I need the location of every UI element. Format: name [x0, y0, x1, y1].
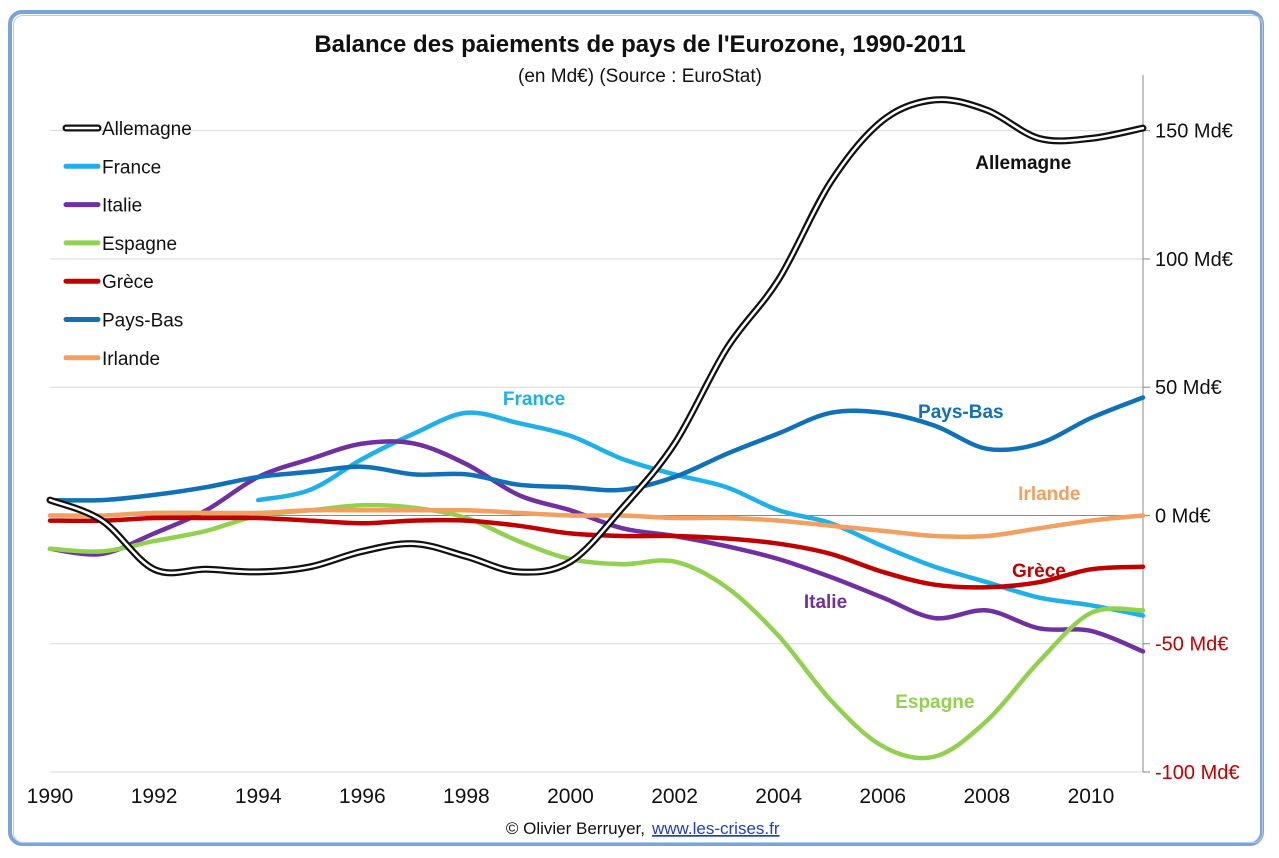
x-tick-label-2002: 2002 — [651, 785, 698, 808]
y-tick-label-1: 100 Md€ — [1155, 249, 1233, 271]
legend: Allemagne France Italie Espagne Grèce Pays-Ba… — [62, 119, 192, 370]
x-tick-label-2004: 2004 — [755, 785, 802, 808]
y-tick-label-3: 0 Md€ — [1155, 505, 1211, 527]
x-tick-label-2006: 2006 — [859, 785, 906, 808]
y-tick-label-2: 50 Md€ — [1155, 377, 1222, 399]
y-tick-label-4: -50 Md€ — [1155, 634, 1228, 656]
axes: 150 Md€ 100 Md€ 50 Md€ 0 Md€ -50 Md€ -100 Md€… — [27, 75, 1240, 808]
series-line-irlande — [47, 507, 1146, 540]
annotation-paysbas: Pays-Bas — [918, 402, 1004, 423]
series-annotations: Allemagne France Italie Espagne Grèce Pays-Ba… — [503, 153, 1081, 713]
x-tick-label-2000: 2000 — [547, 785, 594, 808]
y-tick-label-0: 150 Md€ — [1155, 121, 1233, 143]
legend-label-france: France — [102, 157, 161, 178]
annotation-italie: Italie — [804, 592, 847, 613]
credit-link[interactable]: www.les-crises.fr — [651, 819, 780, 838]
credit-text: © Olivier Berruyer, — [506, 819, 645, 838]
x-tick-label-1998: 1998 — [443, 785, 490, 808]
x-tick-label-1992: 1992 — [131, 785, 178, 808]
legend-label-allemagne: Allemagne — [102, 119, 192, 140]
annotation-france: France — [503, 389, 565, 410]
x-tick-label-2010: 2010 — [1068, 785, 1115, 808]
chart-subtitle: (en Md€) (Source : EuroStat) — [518, 66, 762, 87]
x-tick-label-1990: 1990 — [27, 785, 74, 808]
series-line-italie — [47, 439, 1146, 654]
legend-label-irlande: Irlande — [102, 349, 160, 370]
series-line-france — [255, 410, 1146, 618]
grid-lines — [50, 130, 1143, 773]
x-tick-label-1996: 1996 — [339, 785, 386, 808]
annotation-allemagne: Allemagne — [975, 153, 1071, 174]
annotation-irlande: Irlande — [1018, 484, 1080, 505]
x-tick-label-1994: 1994 — [235, 785, 282, 808]
legend-label-paysbas: Pays-Bas — [102, 311, 183, 332]
series-line-allemagne-inner — [48, 98, 1145, 575]
chart-frame — [8, 10, 1264, 846]
chart-frame-inner — [13, 15, 1263, 843]
annotation-espagne: Espagne — [895, 692, 974, 713]
series-line-paysbas — [47, 395, 1146, 503]
series-line-espagne — [47, 502, 1146, 761]
chart-title: Balance des paiements de pays de l'Euroz… — [314, 31, 965, 58]
legend-label-grce: Grèce — [102, 272, 154, 293]
legend-label-italie: Italie — [102, 196, 142, 217]
series-lines — [46, 96, 1147, 761]
x-tick-label-2008: 2008 — [963, 785, 1010, 808]
y-tick-label-5: -100 Md€ — [1155, 762, 1240, 784]
annotation-grce: Grèce — [1012, 561, 1066, 582]
legend-label-espagne: Espagne — [102, 234, 177, 255]
